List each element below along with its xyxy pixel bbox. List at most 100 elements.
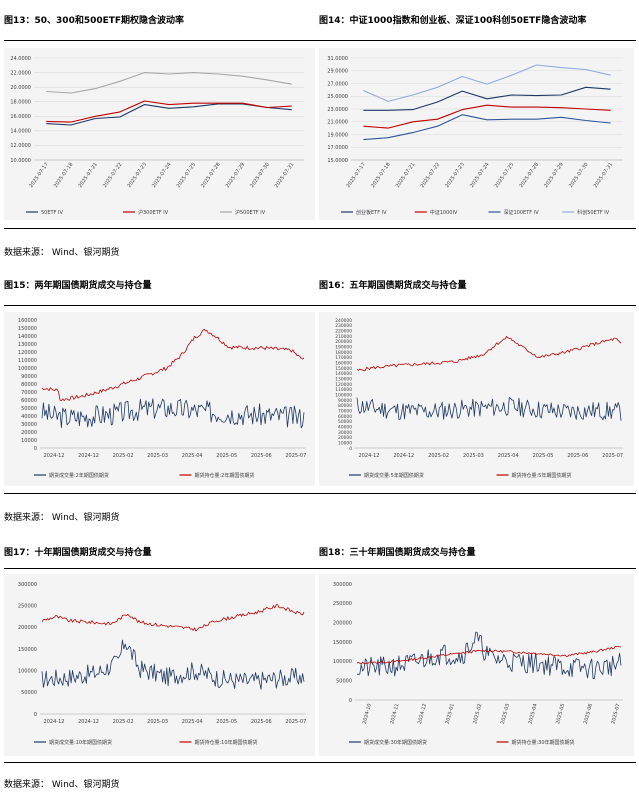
legend-label: 期货持仓量:10年期国债期货	[195, 739, 258, 746]
divider	[4, 493, 636, 494]
y-tick-label: 16.0000	[10, 114, 31, 120]
x-tick-label: 2025-07	[610, 703, 621, 725]
y-tick-label: 12.0000	[10, 143, 31, 149]
x-tick-label: 2025-07-25	[176, 162, 198, 189]
source-note: 数据来源： Wind、银河期货	[4, 780, 120, 790]
x-tick-label: 2025-07-30	[568, 162, 590, 189]
x-tick-label: 2025-07-18	[370, 162, 392, 189]
y-tick-label: 22.0000	[10, 70, 31, 76]
x-tick-label: 2025-07-31	[593, 162, 615, 189]
source-note: 数据来源： Wind、银河期货	[4, 248, 120, 258]
x-tick-label: 2025-04	[182, 453, 203, 459]
x-tick-label: 2025-03	[147, 453, 168, 459]
figure-15-title: 图15：两年期国债期货成交与持仓量	[4, 281, 152, 291]
x-tick-label: 2025-07-17	[28, 162, 50, 189]
y-tick-label: 10000	[338, 440, 352, 446]
x-tick-label: 2025-02	[428, 453, 449, 459]
x-tick-label: 2025-07-31	[274, 162, 296, 189]
y-tick-label: 30000	[338, 430, 352, 436]
y-tick-label: 70000	[21, 390, 37, 396]
y-tick-label: 80000	[21, 382, 37, 388]
x-tick-label: 2025-07-28	[519, 162, 541, 189]
y-tick-label: 23.0000	[327, 107, 348, 113]
chart-panel-f13: 10.0000 12.0000 14.0000 16.0000 18.0000 20.00…	[4, 48, 315, 220]
x-tick-label: 2025-06	[251, 453, 272, 459]
divider	[4, 228, 636, 229]
series-line-0	[356, 397, 622, 421]
x-tick-label: 2024-12	[417, 703, 428, 725]
chart-f14: 15.0000 17.0000 19.0000 21.0000 23.0000 25.00…	[327, 56, 623, 216]
legend-label: 创业板ETF IV	[356, 209, 387, 216]
series-line-0	[363, 86, 611, 111]
y-tick-label: 14.0000	[10, 129, 31, 135]
y-tick-label: 250000	[333, 601, 352, 607]
y-tick-label: 90000	[21, 374, 37, 380]
y-tick-label: 200000	[18, 625, 37, 631]
y-tick-label: 10000	[21, 438, 37, 444]
legend-label: 期货持仓量:2年期国债期货	[195, 472, 255, 479]
divider	[4, 40, 636, 41]
y-tick-label: 120000	[335, 382, 352, 388]
series-line-1	[41, 604, 305, 632]
series-line-1	[363, 104, 611, 129]
y-tick-label: 50000	[21, 406, 37, 412]
y-tick-label: 20000	[338, 435, 352, 441]
chart-f17: 0 50000 100000 150000 200000 250000 300000 2024…	[18, 582, 306, 746]
chart-panel-f17: 0 50000 100000 150000 200000 250000 300000 2024…	[4, 574, 315, 756]
figure-13-title: 图13：50、300和500ETF期权隐含波动率	[4, 16, 185, 26]
y-tick-label: 100000	[18, 668, 37, 674]
x-tick-label: 2025-06	[583, 703, 594, 725]
series-line-1	[41, 328, 305, 402]
x-tick-label: 2024-12	[359, 453, 380, 459]
x-tick-label: 2025-06	[251, 719, 272, 725]
y-tick-label: 120000	[18, 350, 37, 356]
y-tick-label: 240000	[335, 318, 352, 324]
x-tick-label: 2025-07-24	[151, 162, 173, 189]
y-tick-label: 150000	[335, 366, 352, 372]
legend-label: 期货成交量:2年期国债期货	[49, 472, 109, 479]
series-line-3	[363, 64, 611, 102]
chart-panel-f15: 0 10000 20000 30000 40000 50000 60000 70000 8000…	[4, 312, 315, 486]
y-tick-label: 170000	[335, 355, 352, 361]
y-tick-label: 100000	[335, 392, 352, 398]
x-tick-label: 2024-12	[393, 453, 414, 459]
y-tick-label: 300000	[18, 582, 37, 588]
y-tick-label: 100000	[333, 659, 352, 665]
x-tick-label: 2025-04	[527, 703, 538, 725]
legend-label: 期货持仓量:5年期国债期货	[512, 472, 572, 479]
chart-f13: 10.0000 12.0000 14.0000 16.0000 18.0000 20.00…	[10, 56, 304, 216]
y-tick-label: 0	[349, 446, 352, 452]
y-tick-label: 90000	[338, 398, 352, 404]
y-tick-label: 60000	[338, 414, 352, 420]
source-note: 数据来源： Wind、银河期货	[4, 513, 120, 523]
figure-17-title: 图17：十年期国债期货成交与持仓量	[4, 548, 152, 558]
y-tick-label: 15.0000	[327, 158, 348, 164]
x-tick-label: 2024-10	[362, 703, 373, 725]
y-tick-label: 0	[34, 446, 37, 452]
y-tick-label: 0	[349, 698, 352, 704]
y-tick-label: 40000	[338, 424, 352, 430]
x-tick-label: 2025-07	[602, 453, 623, 459]
x-tick-label: 2025-04	[498, 453, 519, 459]
x-tick-label: 2025-07-23	[127, 162, 149, 189]
x-tick-label: 2025-07-28	[200, 162, 222, 189]
x-tick-label: 2025-02	[472, 703, 483, 725]
chart-f15: 0 10000 20000 30000 40000 50000 60000 70000 8000…	[18, 318, 306, 479]
x-tick-label: 2024-12	[78, 719, 99, 725]
legend-label: 深证100ETF IV	[504, 209, 540, 216]
y-tick-label: 160000	[18, 318, 37, 324]
y-tick-label: 300000	[333, 582, 352, 588]
y-tick-label: 230000	[335, 323, 352, 329]
series-line-1	[356, 645, 622, 665]
x-tick-label: 2025-04	[182, 719, 203, 725]
x-tick-label: 2025-03	[147, 719, 168, 725]
series-line-1	[356, 336, 622, 372]
x-tick-label: 2024-12	[44, 719, 65, 725]
y-tick-label: 160000	[335, 360, 352, 366]
y-tick-label: 40000	[21, 414, 37, 420]
x-tick-label: 2025-03	[500, 703, 511, 725]
y-tick-label: 50000	[21, 690, 37, 696]
y-tick-label: 27.0000	[327, 81, 348, 87]
y-tick-label: 100000	[18, 366, 37, 372]
y-tick-label: 200000	[333, 620, 352, 626]
